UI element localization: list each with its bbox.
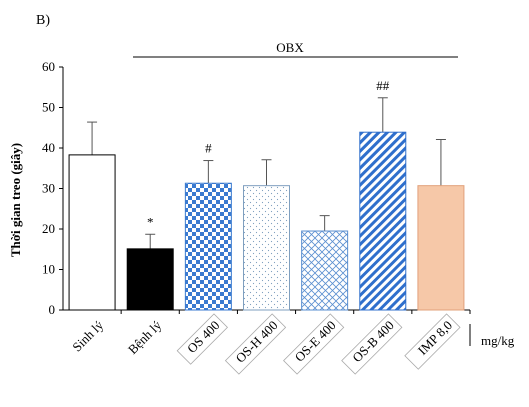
x-label-box: [224, 313, 287, 375]
bar-5: [301, 230, 349, 311]
x-label-group: OS 400: [176, 313, 228, 365]
significance-marker: *: [147, 214, 154, 229]
x-label-group: Bệnh lý: [125, 317, 165, 357]
x-label-group: OS-B 400: [341, 313, 403, 375]
x-tick-label: OS 400: [184, 318, 222, 356]
y-tick-label: 20: [42, 221, 55, 236]
x-label-box: [176, 313, 228, 365]
y-tick-label: 40: [42, 140, 55, 155]
x-tick-label: OS-E 400: [292, 318, 339, 365]
bar-6: [359, 131, 407, 311]
x-label-box: [283, 313, 345, 375]
bar-1: [68, 154, 116, 311]
bar-3: [184, 182, 232, 311]
significance-marker: ##: [376, 78, 390, 93]
unit-label: mg/kg: [481, 333, 515, 348]
y-tick-label: 60: [42, 59, 55, 74]
x-tick-label: OS-H 400: [232, 318, 280, 366]
x-label-box: [341, 313, 403, 375]
x-tick-label: OS-B 400: [349, 318, 397, 366]
x-tick-label: Bệnh lý: [125, 317, 165, 357]
y-tick-label: 30: [42, 181, 55, 196]
x-tick-label: Sinh lý: [69, 317, 106, 354]
y-tick-label: 0: [49, 302, 56, 317]
x-label-group: IMP 8,0: [404, 313, 461, 370]
x-label-box: [404, 313, 461, 370]
x-label-group: OS-H 400: [224, 313, 287, 375]
panel-label: B): [36, 13, 50, 28]
obx-group-label: OBX: [276, 40, 304, 55]
x-tick-label: IMP 8,0: [415, 318, 455, 358]
significance-marker: #: [205, 141, 212, 156]
y-tick-label: 50: [42, 100, 55, 115]
bar-2: [126, 248, 174, 311]
x-label-group: OS-E 400: [283, 313, 345, 375]
y-tick-label: 10: [42, 262, 55, 277]
bar-4: [243, 185, 290, 311]
x-label-group: Sinh lý: [69, 317, 106, 354]
bar-7: [417, 185, 465, 311]
y-axis-label: Thời gian treo (giây): [8, 143, 23, 257]
